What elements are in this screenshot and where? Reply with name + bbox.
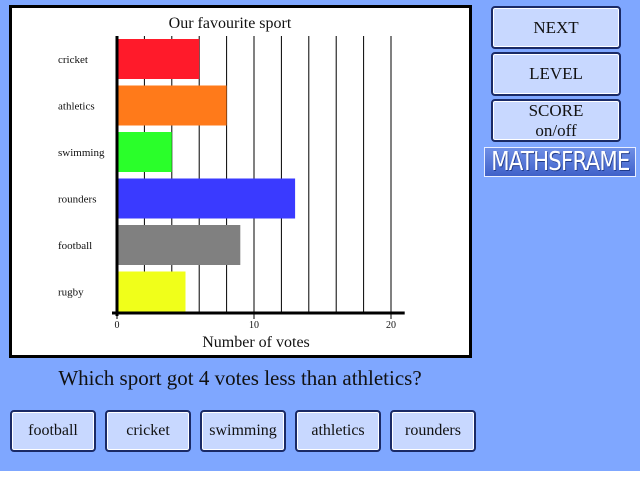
mathsframe-logo: MATHSFRAME (484, 147, 636, 177)
next-button-label: NEXT (533, 17, 579, 37)
score-button-label: SCORE (528, 100, 584, 120)
answer-label: cricket (126, 422, 170, 439)
x-tick-label: 0 (115, 320, 120, 331)
bar-chart-panel: Our favourite sport Number of votes cric… (9, 5, 472, 358)
category-label: rounders (58, 194, 97, 206)
bar (117, 85, 227, 126)
bar (117, 132, 172, 172)
answer-label: rounders (405, 422, 461, 439)
answer-button-swimming[interactable]: swimming (200, 410, 286, 452)
answer-button-rounders[interactable]: rounders (390, 410, 476, 452)
x-tick-label: 10 (249, 320, 259, 331)
category-label: rugby (58, 287, 84, 299)
bar (117, 225, 241, 265)
score-toggle-button[interactable]: SCORE on/off (491, 99, 621, 142)
x-tick-label: 20 (386, 320, 396, 331)
chart-title: Our favourite sport (169, 15, 292, 32)
category-label: cricket (58, 54, 88, 66)
answer-button-athletics[interactable]: athletics (295, 410, 381, 452)
bar (117, 271, 186, 312)
answer-label: football (28, 422, 78, 439)
answer-label: swimming (209, 422, 277, 439)
question-text: Which sport got 4 votes less than athlet… (58, 366, 422, 390)
bar (117, 178, 296, 219)
bar (117, 39, 200, 79)
score-button-sublabel: on/off (535, 120, 577, 140)
answer-button-football[interactable]: football (10, 410, 96, 452)
answer-button-cricket[interactable]: cricket (105, 410, 191, 452)
logo-text: MATHSFRAME (490, 147, 630, 177)
category-label: swimming (58, 147, 105, 159)
answer-label: athletics (311, 422, 365, 439)
level-button-label: LEVEL (529, 64, 583, 83)
category-label: athletics (58, 101, 95, 113)
next-button[interactable]: NEXT (491, 6, 621, 49)
level-button[interactable]: LEVEL (491, 52, 621, 96)
bar-chart: Our favourite sport Number of votes cric… (58, 15, 405, 351)
x-axis-label: Number of votes (202, 334, 310, 351)
app-stage: Our favourite sport Number of votes cric… (0, 0, 640, 471)
category-label: football (58, 240, 92, 252)
